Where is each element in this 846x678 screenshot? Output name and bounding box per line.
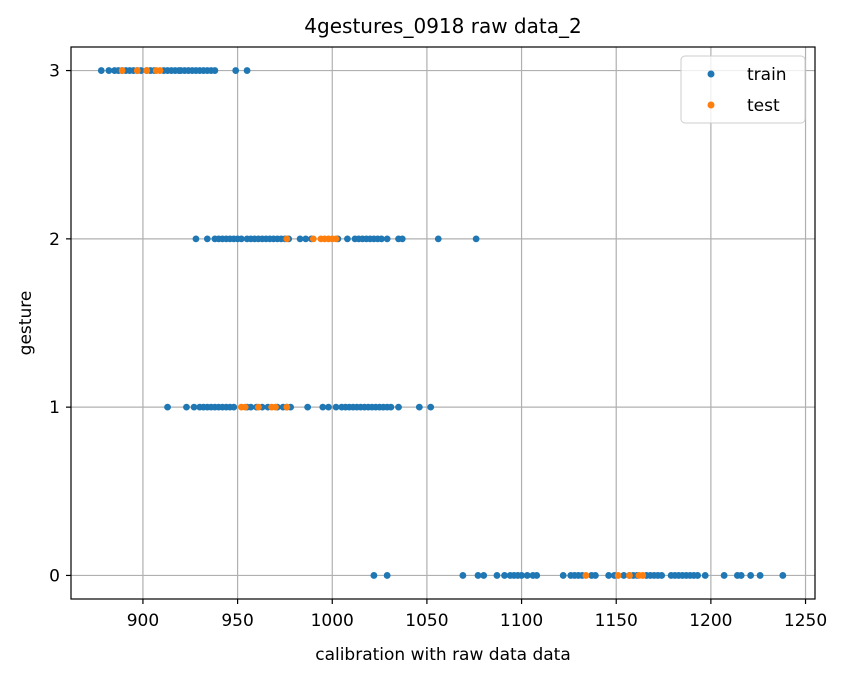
data-point-train	[332, 403, 340, 411]
data-point-train	[620, 572, 628, 579]
y-axis-ticks: 0 1 2 3	[49, 62, 71, 586]
data-point-train	[720, 572, 728, 579]
data-point-test	[241, 403, 249, 411]
data-point-train	[319, 403, 327, 411]
data-point-train	[232, 67, 240, 74]
data-point-train	[398, 235, 406, 243]
data-point-test	[283, 235, 291, 243]
x-tick-label: 1250	[784, 611, 827, 631]
data-point-train	[472, 235, 480, 243]
x-axis-ticks: 900 950 1000 1050 1100 1150 1200 1250	[127, 599, 827, 631]
data-point-test	[283, 403, 291, 411]
legend-label-test: test	[747, 96, 780, 116]
data-point-train	[533, 572, 541, 579]
data-point-train	[501, 572, 508, 579]
data-point-train	[605, 572, 613, 579]
data-point-train	[395, 403, 402, 411]
data-point-train	[304, 403, 312, 411]
data-points	[97, 67, 787, 579]
data-point-train	[658, 572, 666, 579]
data-point-test	[639, 572, 647, 579]
data-point-train	[427, 403, 435, 411]
data-point-train	[211, 67, 219, 74]
data-point-train	[383, 572, 391, 579]
data-point-test	[118, 67, 126, 74]
y-tick-label: 0	[49, 566, 60, 586]
x-tick-label: 1200	[689, 611, 732, 631]
data-point-test	[272, 403, 279, 411]
data-point-test	[582, 572, 590, 579]
data-point-train	[192, 235, 200, 243]
data-point-train	[105, 67, 113, 74]
data-point-test	[309, 235, 317, 243]
data-point-train	[383, 235, 391, 243]
data-point-train	[296, 235, 304, 243]
data-point-train	[459, 572, 467, 579]
y-tick-label: 3	[49, 62, 60, 82]
data-point-train	[237, 235, 245, 243]
x-tick-label: 1100	[500, 611, 543, 631]
data-point-train	[779, 572, 787, 579]
data-point-train	[378, 235, 385, 243]
data-point-train	[164, 403, 171, 411]
legend: train test	[680, 55, 806, 124]
grid-lines	[71, 47, 815, 599]
legend-marker-test	[707, 101, 715, 109]
x-tick-label: 1000	[311, 611, 354, 631]
data-point-test	[255, 403, 262, 411]
data-point-train	[190, 403, 198, 411]
data-point-train	[701, 572, 709, 579]
data-point-train	[474, 572, 482, 579]
data-point-train	[203, 235, 211, 243]
legend-marker-train	[707, 70, 715, 78]
data-point-train	[694, 572, 702, 579]
data-point-train	[387, 403, 395, 411]
data-point-train	[559, 572, 567, 579]
data-point-train	[415, 403, 423, 411]
data-point-train	[183, 403, 190, 411]
data-point-train	[523, 572, 531, 579]
x-tick-label: 1050	[405, 611, 448, 631]
data-point-train	[518, 572, 525, 579]
legend-label-train: train	[747, 65, 787, 85]
data-point-train	[480, 572, 488, 579]
data-point-train	[243, 67, 251, 74]
data-point-train	[343, 235, 351, 243]
data-point-train	[737, 572, 745, 579]
data-point-test	[626, 572, 633, 579]
data-point-train	[325, 403, 332, 411]
x-tick-label: 950	[221, 611, 253, 631]
data-point-test	[614, 572, 622, 579]
data-point-train	[247, 403, 255, 411]
plot-frame	[70, 46, 816, 600]
x-axis-label: calibration with raw data data	[315, 645, 571, 665]
data-point-test	[133, 67, 141, 74]
data-point-train	[747, 572, 755, 579]
data-point-train	[493, 572, 501, 579]
data-point-train	[97, 67, 105, 74]
data-point-train	[302, 235, 310, 243]
y-tick-label: 2	[49, 230, 60, 250]
data-point-train	[230, 403, 238, 411]
data-point-train	[756, 572, 764, 579]
x-tick-label: 900	[127, 611, 159, 631]
data-point-train	[591, 572, 599, 579]
data-point-train	[434, 235, 442, 243]
y-axis-label: gesture	[16, 291, 36, 356]
chart-title: 4gestures_0918 raw data_2	[304, 14, 581, 38]
data-point-test	[332, 235, 340, 243]
y-tick-label: 1	[49, 398, 60, 418]
data-point-test	[156, 67, 164, 74]
data-point-train	[370, 572, 378, 579]
x-tick-label: 1150	[595, 611, 638, 631]
data-point-test	[143, 67, 151, 74]
